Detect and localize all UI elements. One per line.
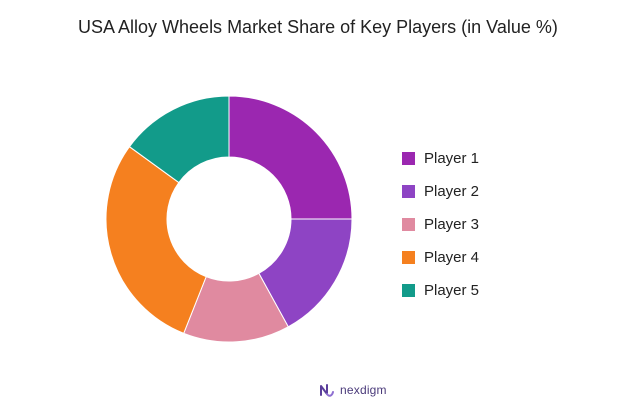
donut-slice-player-4 <box>105 146 207 335</box>
legend-swatch <box>402 152 415 165</box>
legend-item-player-5: Player 5 <box>402 274 479 307</box>
donut-slices <box>105 95 353 343</box>
legend-swatch <box>402 251 415 264</box>
nexdigm-logo-icon <box>320 384 334 397</box>
chart-title: USA Alloy Wheels Market Share of Key Pla… <box>78 17 558 37</box>
legend-label: Player 3 <box>424 216 480 233</box>
legend-label: Player 5 <box>424 282 480 299</box>
legend-swatch <box>402 284 415 297</box>
legend-item-player-2: Player 2 <box>402 175 479 208</box>
legend-swatch <box>402 185 415 198</box>
legend-label: Player 1 <box>424 150 480 167</box>
chart-legend: Player 1 Player 2 Player 3 Player 4 Player 5 <box>402 142 479 307</box>
legend-item-player-3: Player 3 <box>402 208 479 241</box>
legend-item-player-1: Player 1 <box>402 142 479 175</box>
legend-swatch <box>402 218 415 231</box>
legend-label: Player 4 <box>424 249 480 266</box>
brand-footer: nexdigm <box>318 381 387 399</box>
legend-label: Player 2 <box>424 183 480 200</box>
donut-slice-player-5 <box>128 95 230 184</box>
brand-name: nexdigm <box>340 383 387 397</box>
donut-slice-player-1 <box>228 95 353 220</box>
legend-item-player-4: Player 4 <box>402 241 479 274</box>
